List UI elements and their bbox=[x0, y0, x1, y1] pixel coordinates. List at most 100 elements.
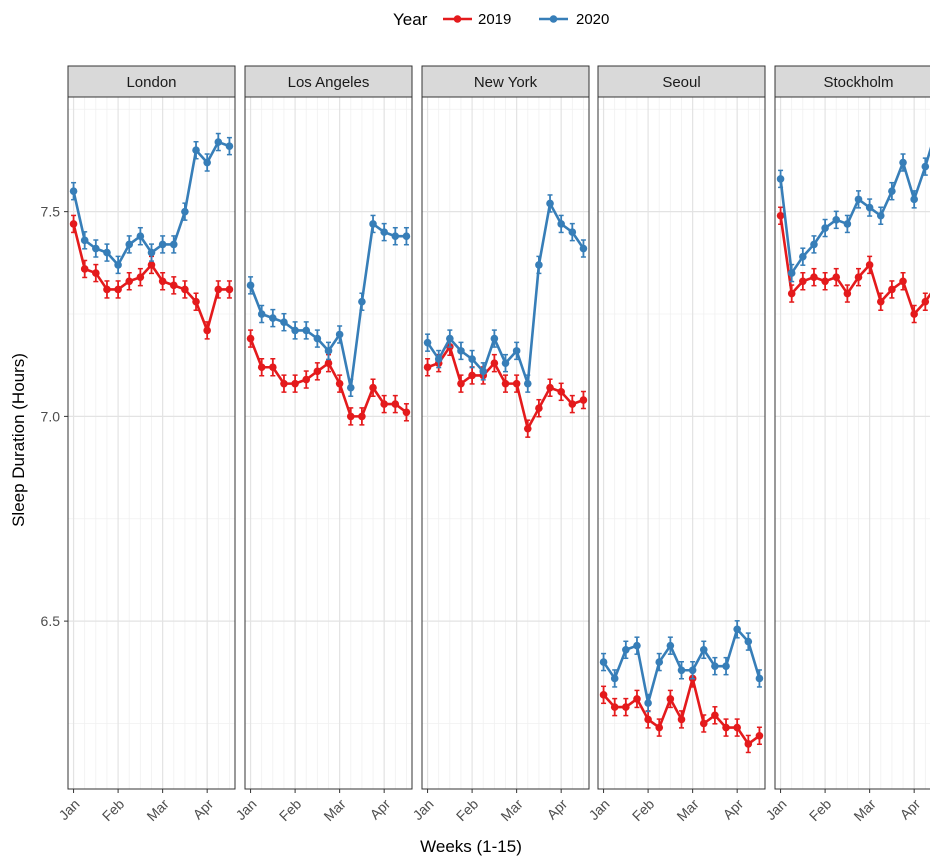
x-tick-label: Jan bbox=[409, 796, 436, 823]
data-point bbox=[114, 285, 122, 294]
panel-border bbox=[774, 96, 930, 790]
facet-strip bbox=[244, 65, 413, 98]
series-2020 bbox=[69, 132, 234, 275]
data-point bbox=[512, 379, 521, 388]
data-point bbox=[69, 187, 78, 195]
data-point bbox=[136, 273, 145, 281]
data-point bbox=[313, 367, 322, 376]
data-point bbox=[776, 175, 785, 183]
facet-panels: London Jan Feb Mar Apr Los Angeles Jan Feb Mar Ap… bbox=[55, 65, 930, 825]
data-point bbox=[225, 142, 234, 150]
data-point bbox=[910, 195, 918, 204]
data-point bbox=[214, 285, 223, 294]
data-point bbox=[546, 383, 554, 392]
data-point bbox=[114, 261, 122, 269]
data-point bbox=[246, 334, 255, 343]
data-point bbox=[158, 240, 167, 249]
legend-label-2020: 2020 bbox=[576, 11, 609, 28]
data-point bbox=[644, 715, 652, 724]
data-point bbox=[843, 220, 852, 228]
facet-strip bbox=[774, 65, 930, 98]
data-point bbox=[434, 355, 443, 363]
data-point bbox=[677, 715, 686, 724]
x-tick-label: Apr bbox=[544, 796, 571, 823]
data-point bbox=[225, 285, 234, 294]
data-point bbox=[335, 379, 344, 388]
data-point bbox=[622, 703, 630, 711]
x-tick-label: Mar bbox=[673, 796, 702, 825]
panel-border bbox=[67, 96, 236, 790]
data-point bbox=[568, 400, 577, 408]
facet-title: London bbox=[126, 74, 176, 91]
legend-key-point bbox=[549, 15, 558, 23]
data-point bbox=[346, 383, 355, 392]
legend-label-2019: 2019 bbox=[478, 11, 511, 28]
data-point bbox=[677, 666, 686, 675]
facet-new-york: New York Jan Feb Mar Apr bbox=[409, 65, 590, 824]
legend-key-point bbox=[453, 15, 462, 23]
data-point bbox=[324, 359, 333, 367]
series-2020 bbox=[246, 214, 411, 397]
facet-los-angeles: Los Angeles Jan Feb Mar Apr bbox=[232, 65, 413, 825]
data-point bbox=[158, 277, 167, 286]
data-point bbox=[181, 285, 189, 294]
data-point bbox=[733, 625, 741, 634]
data-point bbox=[479, 367, 488, 376]
facet-seoul: Seoul Jan Feb Mar Apr bbox=[585, 65, 766, 825]
data-point bbox=[313, 334, 322, 343]
data-point bbox=[557, 220, 565, 228]
data-point bbox=[579, 244, 588, 253]
data-point bbox=[888, 187, 896, 195]
data-point bbox=[535, 404, 543, 412]
data-point bbox=[181, 207, 189, 216]
facet-strip bbox=[421, 65, 590, 98]
data-point bbox=[80, 265, 89, 273]
data-point bbox=[843, 289, 852, 298]
y-axis: 6.5 7.0 7.5 bbox=[41, 204, 68, 629]
data-point bbox=[501, 379, 510, 388]
data-point bbox=[280, 318, 288, 327]
data-point bbox=[523, 424, 532, 433]
panel-border bbox=[244, 96, 413, 790]
panel-border bbox=[421, 96, 590, 790]
x-tick-label: Feb bbox=[99, 796, 128, 825]
data-point bbox=[92, 269, 100, 277]
data-point bbox=[214, 138, 223, 146]
data-point bbox=[854, 273, 863, 281]
data-point bbox=[302, 326, 311, 335]
data-point bbox=[457, 347, 465, 355]
x-tick-label: Feb bbox=[276, 796, 305, 825]
series-2020 bbox=[423, 194, 588, 393]
data-point bbox=[633, 641, 641, 650]
data-point bbox=[622, 645, 630, 654]
data-point bbox=[512, 347, 521, 355]
data-point bbox=[666, 641, 675, 650]
data-point bbox=[557, 388, 565, 396]
data-point bbox=[810, 240, 818, 249]
data-point bbox=[380, 228, 388, 236]
data-point bbox=[722, 723, 730, 732]
data-point bbox=[711, 711, 719, 720]
data-point bbox=[468, 355, 476, 363]
x-tick-label: Apr bbox=[897, 796, 924, 823]
facet-title: Los Angeles bbox=[288, 74, 370, 91]
panel-background bbox=[775, 97, 930, 789]
facet-london: London Jan Feb Mar Apr bbox=[55, 65, 236, 825]
data-point bbox=[888, 285, 896, 294]
y-tick-label: 7.0 bbox=[41, 408, 61, 424]
data-point bbox=[787, 269, 796, 277]
data-point bbox=[468, 371, 476, 380]
data-point bbox=[335, 330, 344, 339]
data-point bbox=[501, 359, 510, 367]
data-point bbox=[876, 297, 885, 306]
data-point bbox=[876, 211, 885, 220]
x-tick-label: Feb bbox=[629, 796, 658, 825]
data-point bbox=[699, 645, 708, 654]
series-2020 bbox=[599, 620, 764, 713]
data-point bbox=[280, 379, 288, 388]
data-point bbox=[832, 216, 841, 224]
facet-strip bbox=[67, 65, 236, 98]
panel-border bbox=[597, 96, 766, 790]
data-point bbox=[369, 383, 377, 392]
